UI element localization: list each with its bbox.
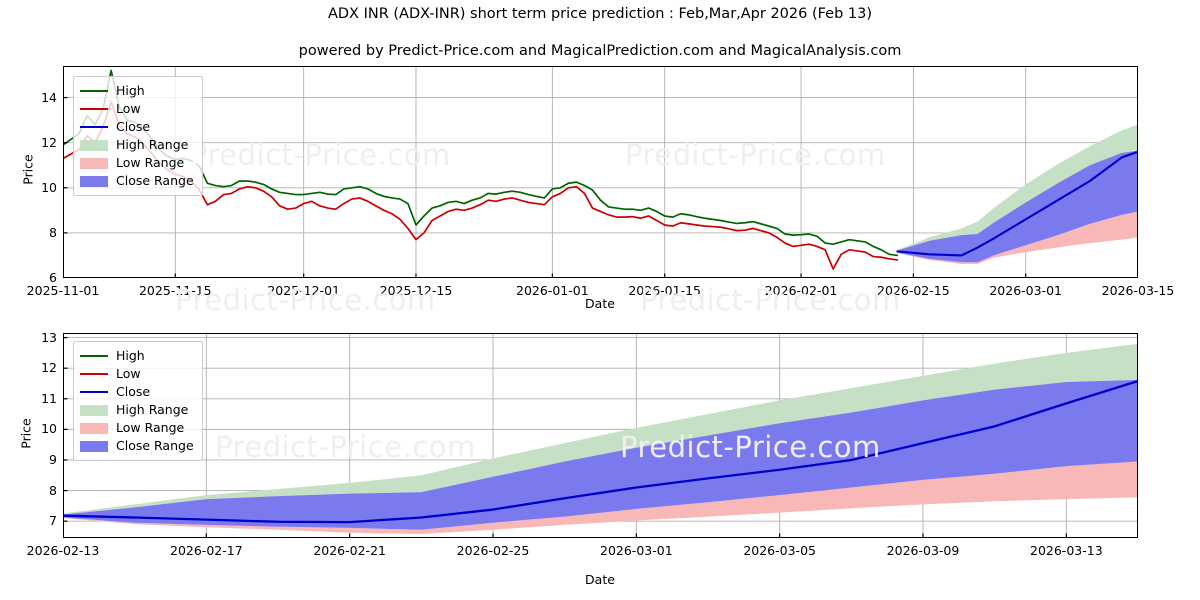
legend-item: High Range <box>80 136 194 154</box>
x-tick-label: 2025-11-01 <box>26 283 100 298</box>
legend-label: High <box>116 83 145 98</box>
x-tick-label: 2026-03-13 <box>1030 543 1103 558</box>
top-chart-legend[interactable]: High Low Close High Range Low Range Close Ran… <box>73 76 203 196</box>
x-tick-label: 2026-01-15 <box>628 283 701 298</box>
y-tick-label: 13 <box>41 329 57 345</box>
legend-item: Close <box>80 383 194 401</box>
y-tick-label: 14 <box>41 89 57 105</box>
x-tick-label: 2025-11-15 <box>138 283 212 298</box>
legend-swatch-close <box>80 126 108 128</box>
x-tick-label: 2026-02-21 <box>313 543 386 558</box>
y-tick-label: 10 <box>41 421 57 437</box>
watermark-text: Predict-Price.com <box>625 138 886 172</box>
chart-subtitle: powered by Predict-Price.com and Magical… <box>298 43 902 59</box>
bottom-plot-border <box>63 333 1138 538</box>
legend-label: Close Range <box>116 173 194 188</box>
watermark-text: Predict-Price.com <box>215 430 476 464</box>
y-tick-label: 8 <box>49 482 57 498</box>
x-tick-label: 2026-03-15 <box>1101 283 1175 298</box>
legend-label: Low <box>116 366 141 381</box>
top-chart-panel <box>63 66 1138 278</box>
watermark-text: Predict-Price.com <box>640 283 901 317</box>
x-tick-label: 2026-02-13 <box>26 543 100 558</box>
watermark-text: Predict-Price.com <box>175 283 436 317</box>
bottom-chart-legend[interactable]: High Low Close High Range Low Range Close Ran… <box>73 341 203 461</box>
legend-swatch-high-range <box>80 404 108 416</box>
legend-swatch-high-range <box>80 139 108 151</box>
legend-item: Low Range <box>80 154 194 172</box>
legend-swatch-high <box>80 90 108 92</box>
x-tick-label: 2025-12-01 <box>267 283 340 298</box>
legend-label: Close <box>116 384 151 399</box>
legend-item: Close Range <box>80 437 194 455</box>
legend-label: High <box>116 348 145 363</box>
legend-swatch-low <box>80 373 108 375</box>
x-tick-label: 2026-03-05 <box>743 543 816 558</box>
y-tick-label: 7 <box>49 513 57 529</box>
legend-item: Low Range <box>80 419 194 437</box>
y-tick-label: 12 <box>41 360 57 376</box>
x-tick-label: 2026-03-01 <box>989 283 1062 298</box>
y-tick-label: 10 <box>41 179 57 195</box>
legend-swatch-low-range <box>80 157 108 169</box>
bottom-chart-plot <box>63 333 1138 538</box>
legend-label: Close <box>116 119 151 134</box>
legend-label: Low Range <box>116 155 185 170</box>
legend-swatch-close-range <box>80 440 108 452</box>
legend-item: Close Range <box>80 172 194 190</box>
legend-item: Low <box>80 365 194 383</box>
x-tick-label: 2026-03-01 <box>600 543 673 558</box>
legend-label: Low <box>116 101 141 116</box>
legend-label: High Range <box>116 402 189 417</box>
x-tick-label: 2026-02-17 <box>170 543 243 558</box>
bottom-chart-panel <box>63 333 1138 538</box>
legend-swatch-close <box>80 391 108 393</box>
legend-item: Close <box>80 118 194 136</box>
x-tick-label: 2025-12-15 <box>379 283 453 298</box>
x-tick-label: 2026-03-09 <box>886 543 960 558</box>
watermark-text: Predict-Price.com <box>620 430 881 464</box>
legend-swatch-low <box>80 108 108 110</box>
legend-swatch-close-range <box>80 175 108 187</box>
bottom-x-axis-label: Date <box>585 572 615 587</box>
y-tick-label: 6 <box>49 270 57 285</box>
y-tick-label: 11 <box>41 390 57 406</box>
legend-item: High Range <box>80 401 194 419</box>
x-tick-label: 2026-02-15 <box>877 283 950 298</box>
x-tick-label: 2026-01-01 <box>516 283 589 298</box>
legend-label: Low Range <box>116 420 185 435</box>
y-tick-label: 9 <box>49 451 57 467</box>
chart-title: ADX INR (ADX-INR) short term price predi… <box>327 6 873 22</box>
legend-item: Low <box>80 100 194 118</box>
y-tick-label: 12 <box>41 134 57 150</box>
y-tick-label: 8 <box>49 224 57 240</box>
legend-item: High <box>80 82 194 100</box>
top-x-axis-label: Date <box>585 296 615 311</box>
legend-label: High Range <box>116 137 189 152</box>
legend-swatch-low-range <box>80 422 108 434</box>
x-tick-label: 2026-02-25 <box>456 543 530 558</box>
watermark-text: Predict-Price.com <box>190 138 451 172</box>
x-tick-label: 2026-02-01 <box>764 283 838 298</box>
legend-swatch-high <box>80 355 108 357</box>
legend-item: High <box>80 347 194 365</box>
top-plot-border <box>63 66 1138 278</box>
legend-label: Close Range <box>116 438 194 453</box>
